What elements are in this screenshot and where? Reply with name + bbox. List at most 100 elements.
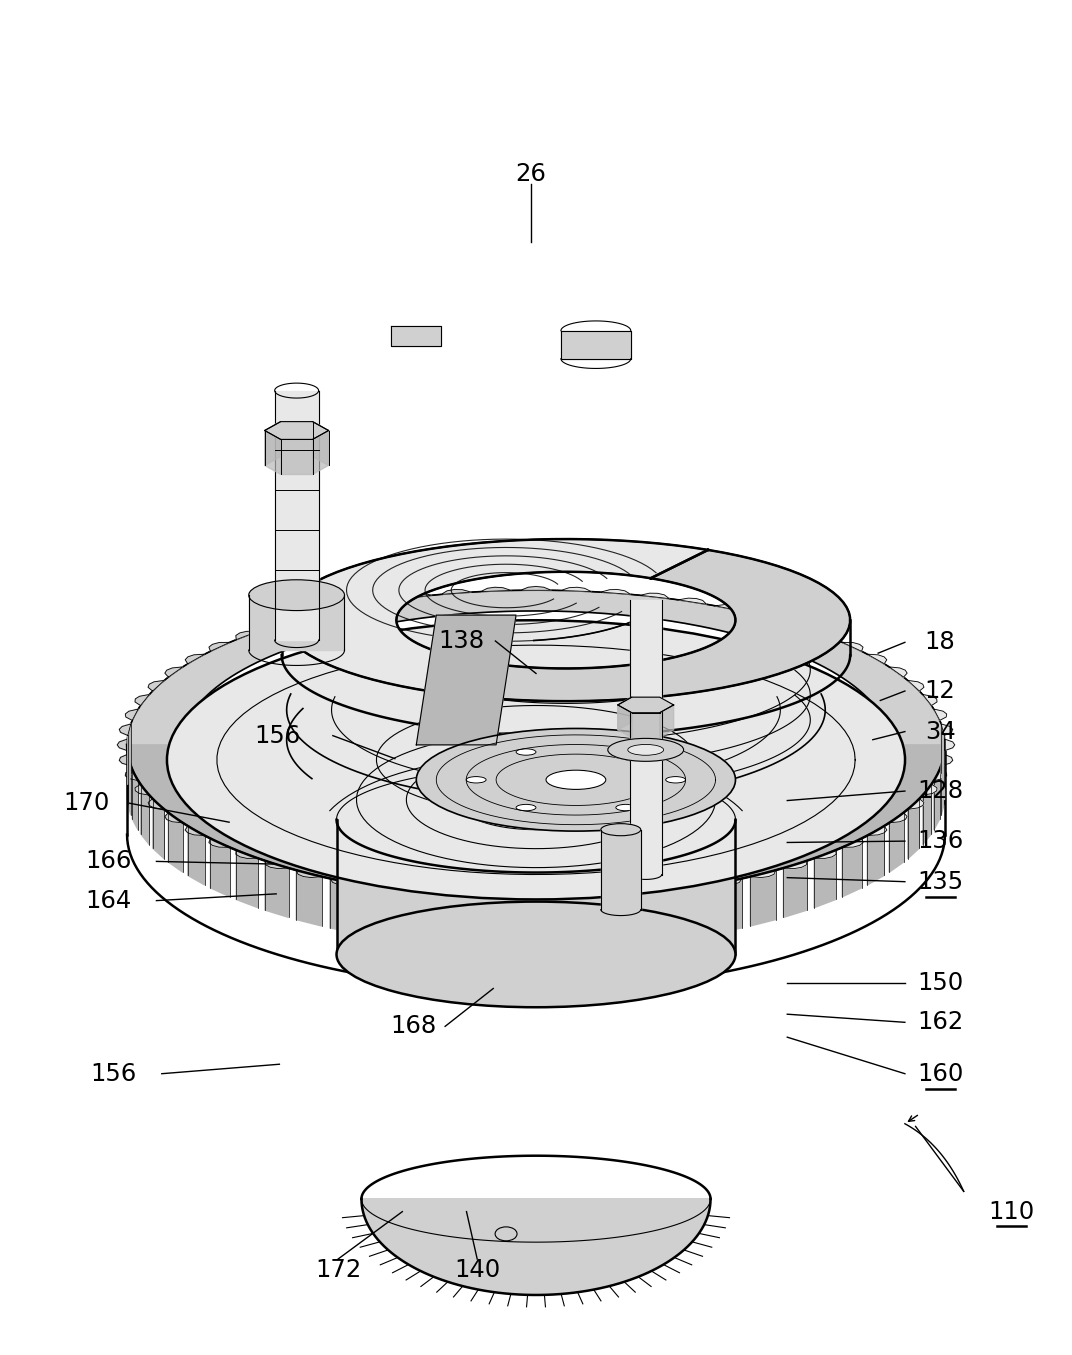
- Ellipse shape: [546, 770, 606, 790]
- Ellipse shape: [600, 824, 641, 836]
- Polygon shape: [209, 839, 229, 897]
- Polygon shape: [185, 654, 205, 664]
- Polygon shape: [843, 839, 863, 847]
- Polygon shape: [659, 705, 673, 737]
- Polygon shape: [521, 900, 551, 948]
- Polygon shape: [640, 593, 669, 599]
- Ellipse shape: [666, 776, 686, 783]
- Polygon shape: [281, 439, 313, 474]
- Polygon shape: [117, 738, 128, 751]
- Polygon shape: [117, 738, 128, 799]
- Polygon shape: [403, 593, 432, 599]
- Text: 162: 162: [917, 1011, 964, 1034]
- Text: 136: 136: [917, 829, 964, 854]
- Polygon shape: [640, 892, 669, 944]
- Polygon shape: [313, 421, 328, 465]
- Polygon shape: [679, 885, 706, 892]
- Polygon shape: [119, 755, 131, 816]
- Polygon shape: [119, 724, 131, 785]
- Polygon shape: [843, 839, 863, 897]
- Polygon shape: [908, 798, 924, 859]
- Polygon shape: [908, 680, 924, 691]
- Polygon shape: [236, 631, 258, 640]
- Polygon shape: [715, 604, 742, 611]
- Polygon shape: [337, 820, 735, 954]
- Polygon shape: [561, 898, 592, 948]
- Polygon shape: [442, 589, 472, 595]
- Ellipse shape: [249, 580, 344, 611]
- Polygon shape: [600, 589, 630, 595]
- Polygon shape: [944, 738, 955, 751]
- Polygon shape: [784, 860, 807, 917]
- Polygon shape: [629, 600, 661, 874]
- Polygon shape: [617, 698, 673, 713]
- Polygon shape: [679, 598, 706, 604]
- Text: 156: 156: [90, 1062, 137, 1085]
- Polygon shape: [442, 896, 472, 947]
- Text: 172: 172: [315, 1257, 361, 1282]
- Polygon shape: [119, 724, 131, 736]
- Polygon shape: [296, 612, 322, 619]
- Polygon shape: [944, 738, 955, 799]
- Text: 18: 18: [925, 630, 955, 654]
- Polygon shape: [366, 598, 393, 604]
- Polygon shape: [125, 770, 138, 831]
- Polygon shape: [313, 431, 328, 474]
- Text: 168: 168: [390, 1015, 436, 1038]
- Text: 150: 150: [917, 972, 964, 995]
- Polygon shape: [941, 755, 953, 816]
- Polygon shape: [867, 827, 887, 885]
- Polygon shape: [119, 755, 131, 766]
- Ellipse shape: [167, 621, 905, 900]
- Polygon shape: [934, 770, 947, 831]
- Polygon shape: [148, 798, 164, 859]
- Polygon shape: [265, 421, 328, 439]
- Polygon shape: [236, 850, 258, 858]
- Polygon shape: [617, 705, 631, 737]
- Polygon shape: [631, 713, 659, 737]
- Polygon shape: [282, 539, 708, 696]
- Polygon shape: [521, 587, 551, 591]
- Text: 128: 128: [918, 779, 964, 804]
- Ellipse shape: [628, 744, 664, 755]
- Polygon shape: [416, 615, 516, 745]
- Polygon shape: [923, 695, 937, 706]
- Ellipse shape: [516, 805, 536, 810]
- Polygon shape: [165, 813, 183, 873]
- Polygon shape: [600, 829, 641, 909]
- Ellipse shape: [416, 729, 735, 831]
- Polygon shape: [923, 785, 937, 795]
- Polygon shape: [330, 878, 357, 885]
- Polygon shape: [128, 591, 944, 745]
- Polygon shape: [265, 860, 288, 917]
- Polygon shape: [750, 870, 776, 878]
- Polygon shape: [617, 698, 631, 730]
- Polygon shape: [148, 798, 164, 809]
- Polygon shape: [750, 612, 776, 619]
- Polygon shape: [330, 878, 357, 934]
- Polygon shape: [934, 770, 947, 780]
- Polygon shape: [600, 896, 630, 900]
- Ellipse shape: [608, 738, 684, 762]
- Text: 166: 166: [85, 850, 132, 874]
- Ellipse shape: [337, 901, 735, 1007]
- Polygon shape: [265, 860, 288, 869]
- Polygon shape: [165, 667, 183, 678]
- Polygon shape: [185, 827, 205, 836]
- Text: 34: 34: [925, 720, 955, 744]
- Polygon shape: [209, 839, 229, 847]
- Polygon shape: [125, 770, 138, 780]
- Polygon shape: [867, 654, 887, 664]
- Polygon shape: [561, 898, 592, 902]
- Polygon shape: [867, 827, 887, 836]
- Polygon shape: [715, 878, 742, 934]
- Polygon shape: [265, 431, 281, 474]
- Polygon shape: [814, 850, 836, 908]
- Ellipse shape: [516, 749, 536, 755]
- Polygon shape: [249, 595, 344, 650]
- Text: 26: 26: [516, 163, 546, 187]
- Ellipse shape: [615, 805, 636, 810]
- Polygon shape: [934, 709, 947, 721]
- Polygon shape: [889, 813, 907, 873]
- Text: 156: 156: [254, 724, 300, 748]
